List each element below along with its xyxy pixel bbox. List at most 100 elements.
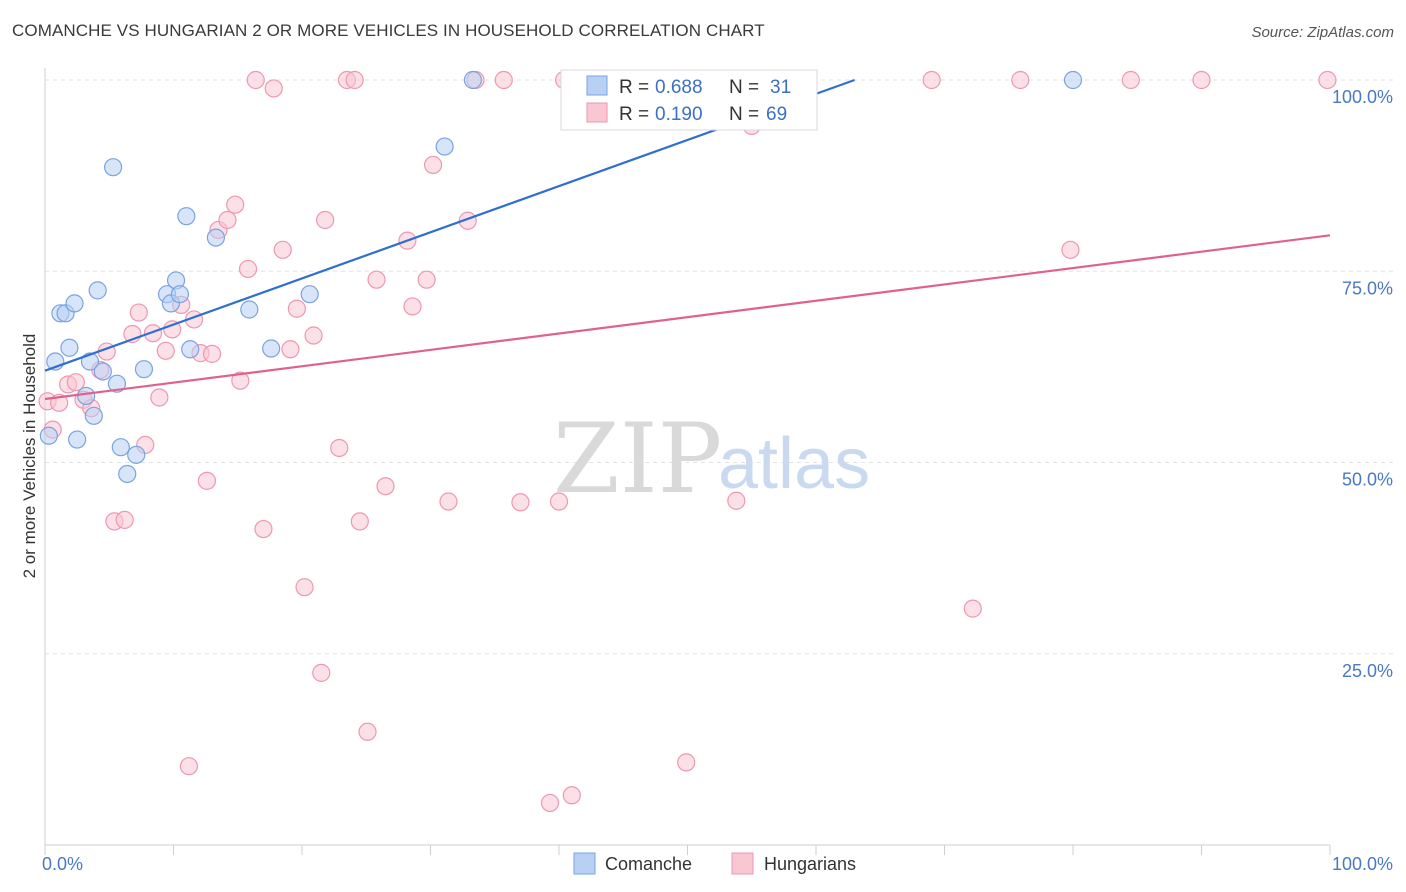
series-legend: Comanche Hungarians [573, 852, 856, 875]
hungarian-point-60 [727, 491, 746, 510]
hungarian-point-19 [179, 757, 199, 776]
series-swatch-comanche [573, 852, 596, 875]
y-tick-label-0: 25.0% [1342, 661, 1393, 681]
hungarian-point-37 [312, 663, 331, 682]
comanche-point-10 [88, 281, 107, 300]
hungarian-point-53 [494, 70, 513, 90]
comanche-point-15 [118, 464, 137, 484]
legend-r-label-hungarians: R = [619, 104, 649, 125]
hungarian-point-65 [1061, 240, 1080, 259]
hungarian-point-47 [403, 297, 422, 316]
comanche-point-14 [111, 438, 130, 457]
hungarian-point-57 [562, 786, 581, 805]
hungarian-point-36 [304, 326, 323, 345]
hungarian-point-67 [1192, 70, 1211, 90]
hungarian-point-38 [316, 210, 335, 230]
y-tick-label-3: 100.0% [1332, 87, 1393, 107]
y-tick-label-2: 75.0% [1342, 278, 1393, 298]
comanche-point-25 [240, 300, 259, 319]
hungarian-point-12 [129, 303, 148, 322]
chart-title: COMANCHE VS HUNGARIAN 2 OR MORE VEHICLES… [12, 21, 765, 40]
hungarian-point-33 [281, 340, 300, 359]
comanche-point-12 [104, 158, 123, 177]
legend-r-label-comanche: R = [619, 77, 649, 98]
hungarian-point-59 [677, 753, 696, 772]
x-tick-label-1: 100.0% [1332, 854, 1393, 874]
hungarian-point-14 [143, 324, 163, 343]
hungarian-point-25 [218, 210, 237, 230]
hungarian-point-32 [273, 240, 292, 259]
comanche-point-5 [65, 294, 84, 313]
stats-legend: R = 0.688 N = 31 R = 0.190 N = 69 [560, 69, 818, 131]
hungarian-point-22 [197, 471, 217, 490]
comanche-point-0 [39, 426, 58, 445]
comanche-point-29 [463, 70, 483, 90]
tick-labels: 0.0% 100.0% 25.0% 50.0% 75.0% 100.0% [42, 87, 1393, 874]
hungarian-point-10 [115, 510, 134, 529]
comanche-point-24 [206, 228, 226, 247]
legend-r-value-hungarians: 0.190 [655, 104, 703, 125]
comanche-point-4 [60, 338, 79, 357]
comanche-points [39, 70, 1083, 484]
axes [44, 68, 1331, 855]
hungarian-point-63 [963, 599, 982, 618]
hungarian-trend-line [44, 234, 1331, 401]
legend-n-label-comanche: N = [729, 77, 759, 98]
hungarian-point-35 [295, 578, 314, 597]
hungarian-point-27 [231, 371, 250, 390]
comanche-point-23 [181, 340, 200, 359]
legend-n-label-hungarians: N = [729, 104, 759, 125]
hungarian-point-39 [330, 438, 349, 458]
y-tick-label-1: 50.0% [1342, 470, 1393, 490]
y-axis-label: 2 or more Vehicles in Household [20, 334, 39, 579]
comanche-point-17 [134, 360, 154, 379]
comanche-point-8 [80, 352, 100, 371]
hungarian-point-29 [246, 70, 265, 90]
comanche-point-13 [107, 374, 127, 393]
hungarian-point-16 [156, 341, 175, 360]
comanche-point-21 [170, 285, 190, 304]
hungarian-point-44 [367, 270, 386, 289]
watermark-zip: ZIP [553, 403, 722, 515]
hungarian-point-54 [511, 493, 530, 512]
watermark-atlas: atlas [718, 424, 870, 504]
comanche-point-9 [84, 406, 103, 425]
hungarian-point-56 [549, 492, 569, 511]
series-label-comanche: Comanche [605, 854, 692, 874]
series-label-hungarians: Hungarians [764, 854, 856, 874]
legend-r-value-comanche: 0.688 [655, 77, 703, 98]
hungarian-point-62 [922, 70, 941, 90]
hungarian-point-55 [540, 793, 560, 813]
legend-n-value-hungarians: 69 [766, 104, 787, 125]
comanche-point-11 [93, 362, 112, 381]
hungarian-point-45 [376, 477, 395, 496]
hungarian-point-50 [439, 492, 458, 511]
hungarian-point-15 [150, 388, 169, 407]
hungarian-point-41 [345, 70, 364, 90]
hungarian-point-64 [1011, 70, 1030, 90]
comanche-point-26 [262, 339, 281, 358]
chart-source: Source: ZipAtlas.com [1251, 24, 1394, 41]
hungarian-point-31 [264, 79, 283, 98]
comanche-point-16 [127, 445, 146, 464]
hungarian-point-30 [254, 519, 273, 539]
comanche-point-27 [300, 285, 319, 304]
comanche-point-6 [68, 430, 87, 449]
hungarian-point-66 [1121, 70, 1140, 90]
grid-lines [45, 79, 1395, 655]
hungarian-point-23 [202, 344, 222, 363]
hungarian-point-17 [163, 320, 182, 339]
hungarian-point-4 [66, 373, 85, 392]
hungarian-point-42 [350, 512, 369, 531]
legend-swatch-hungarians [586, 102, 608, 123]
hungarian-point-34 [287, 299, 306, 318]
hungarian-point-43 [358, 722, 377, 741]
comanche-point-28 [435, 137, 454, 156]
hungarian-point-68 [1318, 70, 1337, 90]
hungarian-point-48 [417, 270, 436, 289]
hungarian-point-26 [226, 195, 245, 214]
comanche-point-30 [1063, 70, 1083, 90]
comanche-point-7 [77, 386, 96, 406]
legend-swatch-comanche [586, 75, 608, 96]
